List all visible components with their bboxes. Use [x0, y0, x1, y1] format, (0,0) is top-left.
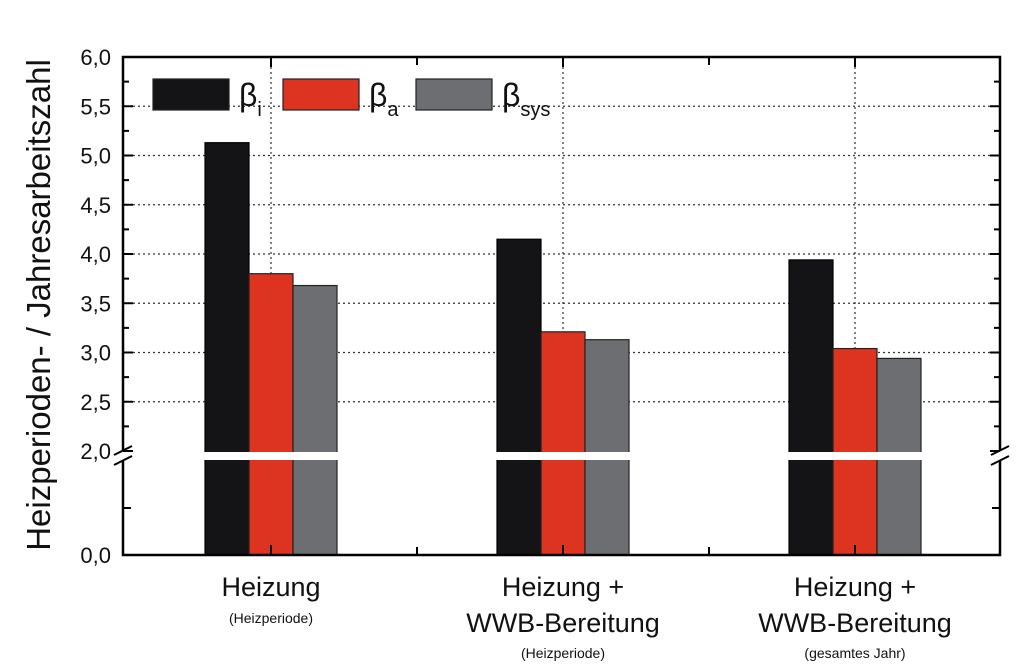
axis-break-gap: [124, 452, 999, 460]
x-category-label: WWB-Bereitung: [758, 608, 952, 638]
x-category-sublabel: (gesamtes Jahr): [804, 645, 905, 661]
legend-swatch: [415, 78, 493, 111]
axes: [113, 55, 1010, 557]
x-category-label: Heizung +: [794, 572, 916, 602]
bar: [248, 273, 294, 556]
legend: βi βa βsys: [152, 77, 550, 121]
bar: [204, 142, 250, 556]
y-tick-label: 5,5: [80, 94, 111, 119]
y-tick-label: 6,0: [80, 45, 111, 70]
bar: [540, 331, 586, 556]
y-tick-label: 3,0: [80, 341, 111, 366]
legend-subscript: a: [387, 99, 399, 121]
x-category-label: Heizung: [221, 572, 320, 602]
x-category-sublabel: (Heizperiode): [521, 645, 605, 661]
legend-swatch: [152, 78, 230, 111]
legend-subscript: i: [257, 99, 261, 121]
legend-label: βsys: [502, 77, 550, 121]
y-tick-labels: 0,0 2,0 2,5 3,0 3,5 4,0 4,5 5,0 5,5 6,0: [80, 45, 111, 568]
legend-subscript: sys: [520, 99, 550, 121]
y-axis-title: Heizperioden- / Jahresarbeitszahl: [20, 59, 57, 551]
bars: [124, 142, 999, 556]
y-tick-label: 3,5: [80, 291, 111, 316]
y-tick-label: 5,0: [80, 144, 111, 169]
legend-label: βa: [369, 77, 399, 121]
y-tick-label: 2,5: [80, 390, 111, 415]
y-tick-label: 4,0: [80, 242, 111, 267]
x-category-labels: Heizung (Heizperiode) Heizung + WWB-Bereitu…: [221, 572, 951, 661]
bar: [292, 284, 338, 556]
x-category-label: Heizung +: [502, 572, 624, 602]
legend-label: βi: [239, 77, 262, 121]
bar: [832, 347, 878, 556]
x-category-sublabel: (Heizperiode): [229, 610, 313, 626]
bar: [496, 238, 542, 556]
axis-break-mark: [113, 455, 133, 466]
y-tick-label: 4,5: [80, 193, 111, 218]
bar: [788, 259, 834, 556]
bar: [584, 339, 630, 556]
axis-break-mark: [990, 455, 1010, 466]
x-category-label: WWB-Bereitung: [466, 608, 660, 638]
legend-swatch: [282, 78, 360, 111]
y-tick-label: 2,0: [80, 439, 111, 464]
y-tick-label: 0,0: [80, 543, 111, 568]
